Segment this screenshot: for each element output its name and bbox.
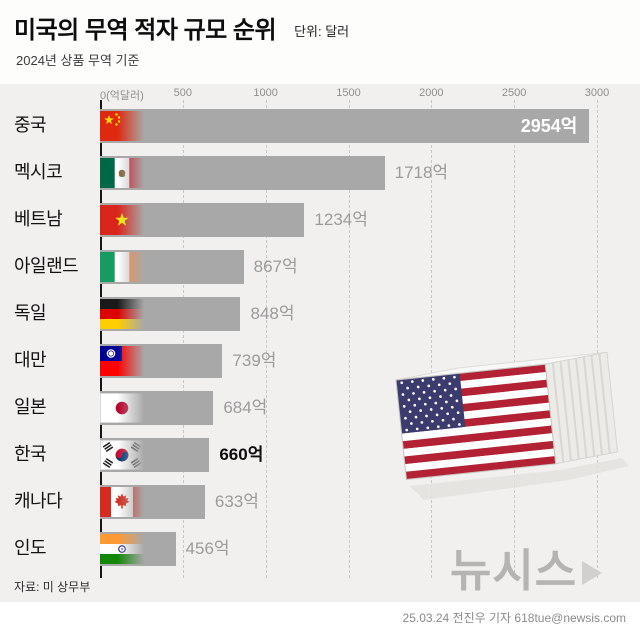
bar-jp <box>100 390 214 425</box>
flag-fade-overlay <box>100 486 146 517</box>
subtitle: 2024년 상품 무역 기준 <box>16 53 140 68</box>
x-tick: 500 <box>173 87 192 99</box>
value-label: 867억 <box>253 257 298 276</box>
flag-fade-overlay <box>100 110 146 141</box>
value-label: 660억 <box>219 445 264 464</box>
x-tick: 2000 <box>419 87 444 99</box>
value-label: 1718억 <box>394 163 449 182</box>
x-tick: 0(억달러) <box>100 90 144 102</box>
bar-row: 캐나다 633억 <box>0 478 640 525</box>
flag-fade-overlay <box>100 157 146 188</box>
container-svg <box>395 351 629 500</box>
gridline <box>265 100 267 578</box>
bar-row: 독일 848억 <box>0 290 640 337</box>
country-label: 인도 <box>14 538 47 558</box>
bar-vn <box>100 202 305 237</box>
value-label: 739억 <box>232 351 277 370</box>
container-shadow <box>410 458 629 500</box>
bar-row: 한국 660억 <box>0 431 640 478</box>
country-label: 중국 <box>14 115 47 135</box>
newsis-triangle-icon <box>579 557 605 594</box>
gridline <box>431 100 433 578</box>
value-label: 1234억 <box>314 210 368 229</box>
flag-fade-overlay <box>100 204 146 235</box>
country-label: 독일 <box>14 303 47 323</box>
bar-row: 아일랜드 867억 <box>0 243 640 290</box>
bar-kr <box>100 437 210 472</box>
gridline <box>348 100 350 578</box>
newsis-logo: 뉴시스 <box>450 546 605 596</box>
gridline <box>597 100 598 578</box>
country-label: 한국 <box>14 444 47 464</box>
header: 미국의 무역 적자 규모 순위 단위: 달러 2024년 상품 무역 기준 <box>0 0 640 84</box>
flag-fade-overlay <box>100 439 146 470</box>
bar-mx <box>100 155 385 190</box>
country-label: 멕시코 <box>14 162 63 182</box>
us-flag-container-illustration <box>388 351 633 547</box>
bar-de <box>100 296 241 331</box>
bar-row: 일본 684억 <box>0 384 640 431</box>
bar-row: 베트남 1234억 <box>0 196 640 243</box>
credit-line: 25.03.24 전진우 기자 618tue@newsis.com <box>402 611 626 625</box>
title-row: 미국의 무역 적자 규모 순위 단위: 달러 <box>14 10 349 45</box>
newsis-logo-text: 뉴시스 <box>450 545 578 596</box>
x-tick: 2500 <box>501 87 527 99</box>
bar-in <box>100 531 176 566</box>
bar-row: 멕시코 1718억 <box>0 149 640 196</box>
unit-label: 단위: 달러 <box>294 24 350 39</box>
bar-row: 대만 739억 <box>0 337 640 384</box>
country-label: 대만 <box>14 350 47 370</box>
country-label: 아일랜드 <box>14 256 79 276</box>
flag-fade-overlay <box>100 392 146 423</box>
flag-fade-overlay <box>100 345 146 376</box>
bar-ie <box>100 249 244 284</box>
source-label: 자료: 미 상무부 <box>14 580 91 594</box>
value-label: 848억 <box>250 304 295 323</box>
country-label: 베트남 <box>14 209 63 229</box>
gridline <box>182 100 184 578</box>
page-title: 미국의 무역 적자 규모 순위 <box>14 17 277 44</box>
bar-cn: 2954억 <box>100 108 590 143</box>
bar-ca <box>100 484 205 519</box>
country-label: 캐나다 <box>14 491 63 511</box>
x-tick: 1500 <box>336 87 361 99</box>
flag-fade-overlay <box>100 251 146 282</box>
x-tick: 1000 <box>253 87 278 99</box>
flag-fade-overlay <box>100 533 146 564</box>
value-label: 633억 <box>214 492 259 511</box>
value-label: 2954억 <box>520 115 578 136</box>
container-ridges <box>544 353 611 464</box>
y-axis-line <box>100 100 102 578</box>
bar-row: 중국 2954억 <box>0 102 640 149</box>
value-label: 684억 <box>223 398 268 417</box>
bar-tw <box>100 343 223 378</box>
us-flag-face <box>395 363 557 481</box>
gridline <box>514 100 516 578</box>
flag-fade-overlay <box>100 298 146 329</box>
country-label: 일본 <box>14 397 47 417</box>
bar-row: 인도 456억 <box>0 525 640 572</box>
x-tick: 3000 <box>584 87 610 99</box>
value-label: 456억 <box>185 539 230 558</box>
